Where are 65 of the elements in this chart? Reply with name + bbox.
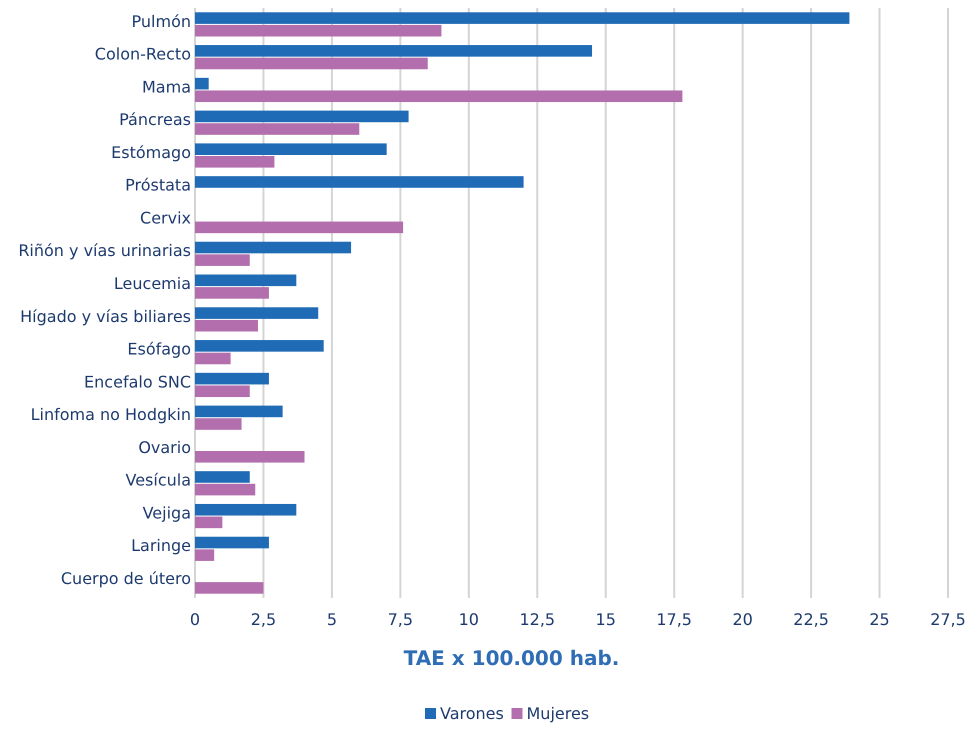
- bar: [195, 418, 242, 430]
- bar: [195, 451, 305, 463]
- y-tick-label: Esófago: [127, 340, 191, 359]
- legend-label: Mujeres: [526, 704, 590, 723]
- y-tick-label: Leucemia: [114, 274, 191, 293]
- y-tick-label: Encefalo SNC: [84, 372, 191, 392]
- x-tick-label: 17,5: [656, 610, 692, 629]
- x-tick-label: 12,5: [519, 610, 556, 629]
- bar: [195, 516, 222, 528]
- y-tick-label: Vejiga: [142, 503, 191, 522]
- bar: [195, 176, 524, 188]
- x-tick-label: 2,5: [250, 610, 276, 629]
- bar: [195, 307, 318, 319]
- bar: [195, 78, 209, 90]
- bar: [195, 372, 269, 384]
- bar: [195, 58, 428, 70]
- bar: [195, 156, 274, 168]
- x-tick-label: 7,5: [388, 610, 414, 629]
- bar: [195, 484, 256, 496]
- x-tick-label: 15: [596, 610, 616, 629]
- bar: [195, 582, 264, 594]
- bar: [195, 340, 324, 352]
- y-tick-label: Mama: [142, 77, 191, 96]
- y-tick-label: Estómago: [111, 142, 191, 162]
- legend-label: Varones: [440, 704, 504, 723]
- x-tick-label: 20: [732, 610, 753, 629]
- bar: [195, 536, 269, 548]
- y-tick-label: Próstata: [125, 176, 191, 195]
- x-tick-label: 5: [326, 610, 338, 629]
- y-tick-label: Cervix: [140, 208, 191, 228]
- bar: [195, 385, 250, 398]
- y-tick-label: Páncreas: [119, 110, 191, 130]
- bar: [195, 24, 442, 36]
- bar: [195, 504, 296, 516]
- y-tick-label: Riñón y vías urinarias: [18, 241, 191, 260]
- bar: [195, 320, 258, 332]
- x-tick-label: 27,5: [930, 610, 966, 629]
- x-tick-label: 25: [869, 610, 890, 629]
- y-tick-label: Linfoma no Hodgkin: [30, 405, 191, 424]
- bar: [195, 143, 387, 155]
- y-tick-label: Laringe: [131, 536, 191, 556]
- bar: [195, 254, 250, 266]
- bar: [195, 222, 404, 234]
- bar: [195, 90, 682, 102]
- bar: [195, 110, 409, 122]
- bar: [195, 12, 850, 24]
- y-tick-label: Vesícula: [125, 470, 191, 490]
- y-tick-label: Pulmón: [132, 12, 191, 31]
- y-tick-label: Hígado y vías biliares: [20, 306, 191, 326]
- x-axis-title: TAE x 100.000 hab.: [404, 646, 620, 670]
- bar: [195, 352, 231, 364]
- bar: [195, 549, 214, 561]
- y-tick-label: Ovario: [138, 438, 191, 457]
- bar: [195, 274, 296, 286]
- bar: [195, 242, 352, 254]
- x-tick-label: 22,5: [793, 610, 829, 629]
- bar: [195, 123, 360, 135]
- y-tick-label: Colon-Recto: [94, 44, 191, 64]
- x-tick-label: 10: [458, 610, 479, 629]
- y-tick-label: Cuerpo de útero: [60, 568, 191, 588]
- bar: [195, 45, 592, 57]
- x-tick-label: 0: [190, 610, 200, 629]
- bar: [195, 287, 269, 299]
- bar: [195, 471, 250, 483]
- bar: [195, 406, 283, 418]
